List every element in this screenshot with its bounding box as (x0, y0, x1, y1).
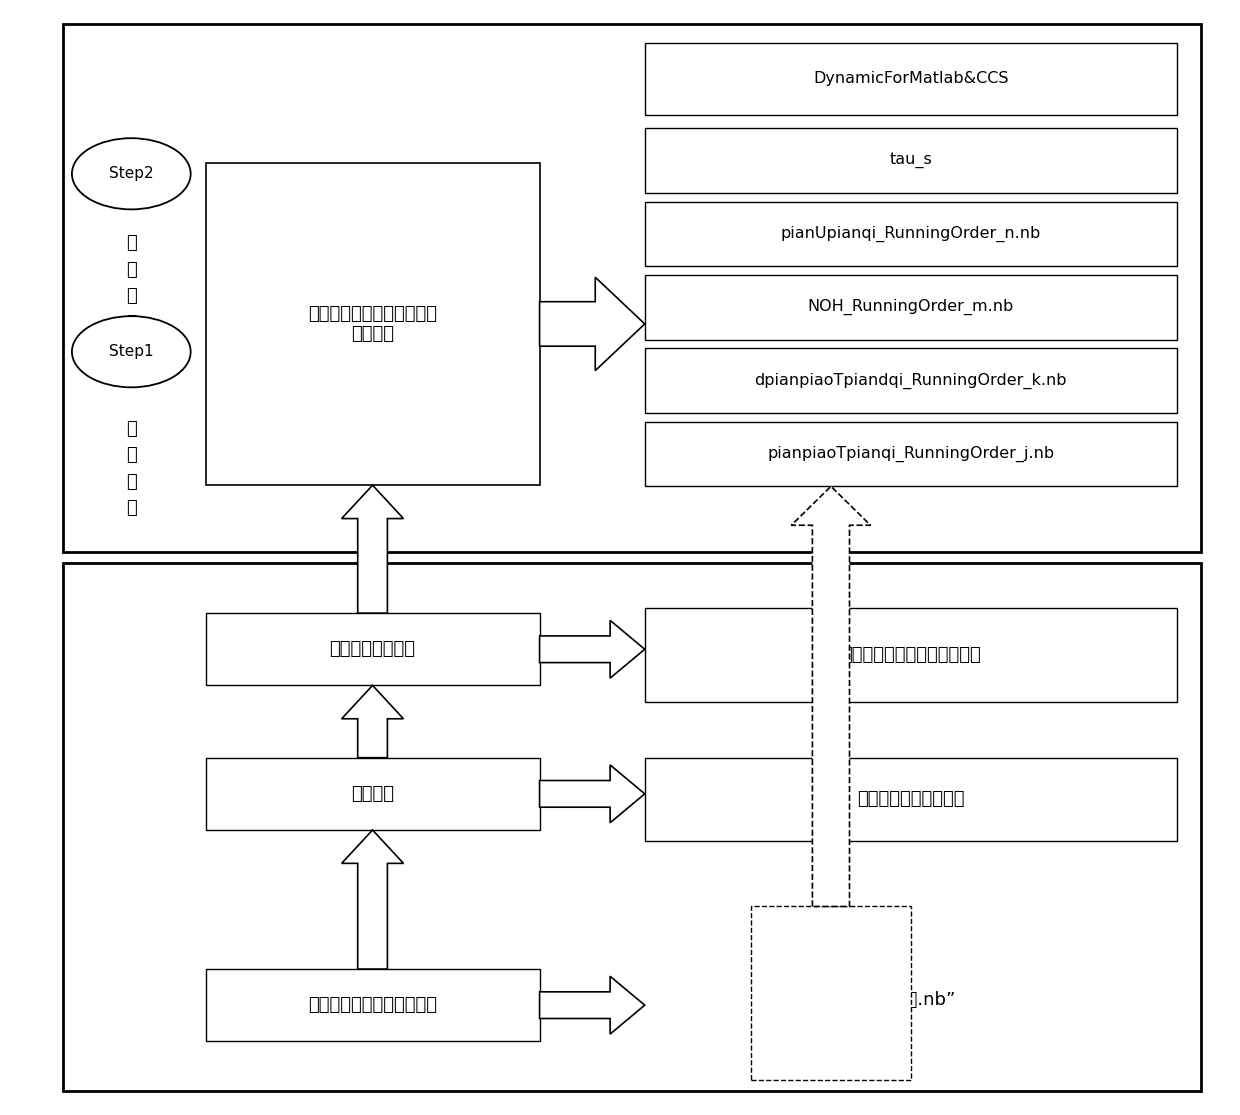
FancyBboxPatch shape (645, 202, 1177, 266)
Polygon shape (539, 977, 645, 1034)
Polygon shape (342, 686, 403, 758)
Text: Step2: Step2 (109, 166, 154, 182)
FancyBboxPatch shape (645, 421, 1177, 486)
Ellipse shape (72, 317, 191, 387)
Text: 约束分析: 约束分析 (351, 785, 394, 803)
FancyBboxPatch shape (645, 42, 1177, 115)
Text: NOH_RunningOrder_m.nb: NOH_RunningOrder_m.nb (807, 299, 1014, 316)
Polygon shape (539, 278, 645, 370)
FancyBboxPatch shape (206, 758, 539, 830)
Text: Step1: Step1 (109, 345, 154, 359)
FancyBboxPatch shape (645, 758, 1177, 841)
FancyBboxPatch shape (645, 348, 1177, 413)
FancyBboxPatch shape (63, 563, 1202, 1092)
Text: 机
械
化
建
模: 机 械 化 建 模 (126, 234, 136, 358)
Text: 系统坐标系、广义坐标分析: 系统坐标系、广义坐标分析 (308, 996, 436, 1015)
Text: “对象名称.nb”: “对象名称.nb” (866, 990, 956, 1009)
Text: tau_s: tau_s (889, 153, 932, 168)
Text: pianpiaoTpianqi_RunningOrder_j.nb: pianpiaoTpianqi_RunningOrder_j.nb (768, 446, 1054, 462)
FancyBboxPatch shape (645, 128, 1177, 193)
FancyBboxPatch shape (206, 163, 539, 485)
FancyBboxPatch shape (645, 275, 1177, 339)
Polygon shape (342, 485, 403, 613)
Text: 角速度、质心速度、质心高度: 角速度、质心速度、质心高度 (841, 646, 981, 663)
Polygon shape (342, 830, 403, 969)
FancyBboxPatch shape (750, 906, 911, 1080)
Text: DynamicForMatlab&CCS: DynamicForMatlab&CCS (813, 71, 1008, 86)
FancyBboxPatch shape (206, 969, 539, 1041)
FancyBboxPatch shape (63, 23, 1202, 552)
Polygon shape (539, 765, 645, 823)
Text: 机械化动力学建模与动力学
模型输出: 机械化动力学建模与动力学 模型输出 (308, 304, 436, 343)
FancyBboxPatch shape (645, 608, 1177, 702)
Text: 完整约束、非完整约束: 完整约束、非完整约束 (857, 791, 965, 808)
Ellipse shape (72, 138, 191, 210)
Text: 系
统
分
析: 系 统 分 析 (126, 420, 136, 517)
Text: pianUpianqi_RunningOrder_n.nb: pianUpianqi_RunningOrder_n.nb (781, 225, 1040, 242)
Polygon shape (791, 486, 870, 906)
Polygon shape (539, 620, 645, 678)
Text: dpianpiaoTpiandqi_RunningOrder_k.nb: dpianpiaoTpiandqi_RunningOrder_k.nb (754, 372, 1066, 389)
Text: 动能、力函数分析: 动能、力函数分析 (330, 640, 415, 658)
FancyBboxPatch shape (206, 613, 539, 686)
